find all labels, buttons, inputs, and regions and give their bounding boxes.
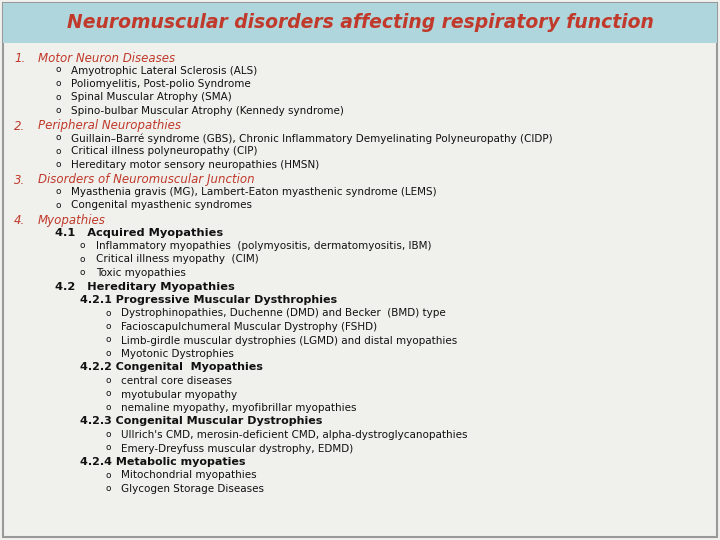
Text: 3.: 3.: [14, 173, 25, 186]
Text: o: o: [105, 403, 110, 412]
Text: o: o: [105, 470, 110, 480]
Text: Disorders of Neuromuscular Junction: Disorders of Neuromuscular Junction: [38, 173, 255, 186]
Text: Motor Neuron Diseases: Motor Neuron Diseases: [38, 52, 175, 65]
Text: 1.: 1.: [14, 52, 25, 65]
Text: o: o: [55, 92, 60, 102]
Text: myotubular myopathy: myotubular myopathy: [121, 389, 237, 400]
Text: o: o: [55, 65, 60, 75]
Text: o: o: [105, 430, 110, 439]
Text: o: o: [55, 146, 60, 156]
Text: Facioscapulchumeral Muscular Dystrophy (FSHD): Facioscapulchumeral Muscular Dystrophy (…: [121, 322, 377, 332]
Text: Toxic myopathies: Toxic myopathies: [96, 268, 186, 278]
Text: o: o: [105, 484, 110, 493]
Text: 2.: 2.: [14, 119, 25, 132]
Text: Neuromuscular disorders affecting respiratory function: Neuromuscular disorders affecting respir…: [66, 14, 654, 32]
Text: o: o: [80, 254, 86, 264]
Text: Critical illness myopathy  (CIM): Critical illness myopathy (CIM): [96, 254, 258, 265]
Text: 4.1   Acquired Myopathies: 4.1 Acquired Myopathies: [55, 227, 223, 238]
FancyBboxPatch shape: [3, 3, 717, 43]
Text: o: o: [105, 389, 110, 399]
Text: Hereditary motor sensory neuropathies (HMSN): Hereditary motor sensory neuropathies (H…: [71, 160, 319, 170]
Text: 4.2.4 Metabolic myopaties: 4.2.4 Metabolic myopaties: [80, 457, 246, 467]
Text: Peripheral Neuropathies: Peripheral Neuropathies: [38, 119, 181, 132]
Text: 4.2   Hereditary Myopathies: 4.2 Hereditary Myopathies: [55, 281, 235, 292]
Text: Inflammatory myopathies  (polymyositis, dermatomyositis, IBM): Inflammatory myopathies (polymyositis, d…: [96, 241, 431, 251]
Text: o: o: [55, 133, 60, 142]
Text: o: o: [105, 335, 110, 345]
Text: nemaline myopathy, myofibrillar myopathies: nemaline myopathy, myofibrillar myopathi…: [121, 403, 356, 413]
Text: Myopathies: Myopathies: [38, 214, 106, 227]
Text: Spinal Muscular Atrophy (SMA): Spinal Muscular Atrophy (SMA): [71, 92, 232, 103]
Text: o: o: [105, 322, 110, 331]
Text: o: o: [105, 376, 110, 385]
Text: Amyotrophic Lateral Sclerosis (ALS): Amyotrophic Lateral Sclerosis (ALS): [71, 65, 257, 76]
FancyBboxPatch shape: [3, 3, 717, 537]
Text: 4.: 4.: [14, 214, 25, 227]
Text: Critical illness polyneuropathy (CIP): Critical illness polyneuropathy (CIP): [71, 146, 258, 157]
Text: o: o: [80, 241, 86, 250]
Text: Limb-girdle muscular dystrophies (LGMD) and distal myopathies: Limb-girdle muscular dystrophies (LGMD) …: [121, 335, 457, 346]
Text: Guillain–Barré syndrome (GBS), Chronic Inflammatory Demyelinating Polyneuropathy: Guillain–Barré syndrome (GBS), Chronic I…: [71, 133, 553, 144]
Text: o: o: [80, 268, 86, 277]
Text: o: o: [55, 106, 60, 115]
Text: Myotonic Dystrophies: Myotonic Dystrophies: [121, 349, 234, 359]
Text: o: o: [105, 443, 110, 453]
Text: o: o: [105, 349, 110, 358]
Text: Myasthenia gravis (MG), Lambert-Eaton myasthenic syndrome (LEMS): Myasthenia gravis (MG), Lambert-Eaton my…: [71, 187, 436, 197]
Text: 4.2.3 Congenital Muscular Dystrophies: 4.2.3 Congenital Muscular Dystrophies: [80, 416, 323, 427]
Text: Emery-Dreyfuss muscular dystrophy, EDMD): Emery-Dreyfuss muscular dystrophy, EDMD): [121, 443, 354, 454]
Text: o: o: [55, 187, 60, 196]
Text: Congenital myasthenic syndromes: Congenital myasthenic syndromes: [71, 200, 252, 211]
Text: central core diseases: central core diseases: [121, 376, 232, 386]
Text: Spino-bulbar Muscular Atrophy (Kennedy syndrome): Spino-bulbar Muscular Atrophy (Kennedy s…: [71, 106, 344, 116]
Text: 4.2.1 Progressive Muscular Dysthrophies: 4.2.1 Progressive Muscular Dysthrophies: [80, 295, 337, 305]
Text: Mitochondrial myopathies: Mitochondrial myopathies: [121, 470, 256, 481]
Text: Glycogen Storage Diseases: Glycogen Storage Diseases: [121, 484, 264, 494]
Text: o: o: [55, 200, 60, 210]
Text: o: o: [55, 79, 60, 88]
Text: 4.2.2 Congenital  Myopathies: 4.2.2 Congenital Myopathies: [80, 362, 263, 373]
Text: o: o: [105, 308, 110, 318]
Text: Ullrich's CMD, merosin-deficient CMD, alpha-dystroglycanopathies: Ullrich's CMD, merosin-deficient CMD, al…: [121, 430, 467, 440]
Text: Dystrophinopathies, Duchenne (DMD) and Becker  (BMD) type: Dystrophinopathies, Duchenne (DMD) and B…: [121, 308, 446, 319]
Text: Poliomyelitis, Post-polio Syndrome: Poliomyelitis, Post-polio Syndrome: [71, 79, 251, 89]
Text: o: o: [55, 160, 60, 169]
